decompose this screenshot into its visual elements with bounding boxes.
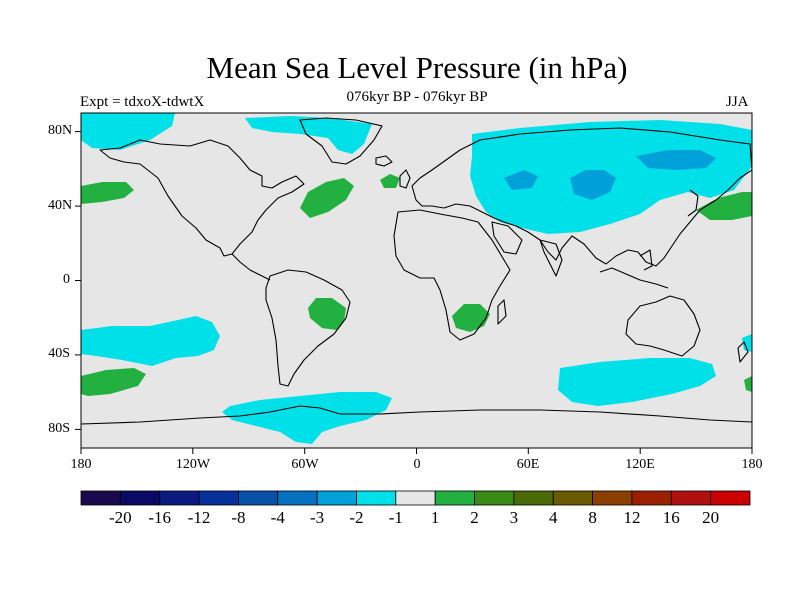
colorbar-box-13 (592, 490, 633, 506)
coastlines (81, 117, 752, 425)
anomaly-region-east-siberia-deep (636, 150, 716, 170)
colorbar-box-4 (238, 490, 279, 506)
x-tick-label-60e: 60E (516, 457, 540, 472)
colorbar-box-8 (395, 490, 436, 506)
anomaly-region-south-pacific (81, 316, 220, 366)
coast-north-america (99, 139, 305, 257)
colorbar-box-0 (80, 490, 121, 506)
colorbar-label-4: -4 (270, 508, 285, 527)
anomaly-region-siberia-deep (570, 170, 616, 200)
coast-madagascar (497, 299, 507, 325)
colorbar-label-6: -2 (349, 508, 364, 527)
y-tick-label-0: 0 (63, 272, 70, 287)
coast-central-america (231, 253, 271, 281)
colorbar-box-1 (119, 490, 161, 506)
colorbar-box-7 (356, 490, 397, 506)
coast-europe-asia (411, 127, 752, 267)
coast-greenland (299, 117, 383, 165)
colorbar-box-11 (513, 490, 554, 506)
y-tick-label-40s: 40S (48, 346, 70, 361)
colorbar-label-15: 20 (702, 508, 720, 527)
coast-antarctica (81, 405, 752, 425)
colorbar-label-9: 2 (470, 508, 479, 527)
anomaly-region-greenland (245, 116, 372, 154)
axis-ticks (75, 131, 753, 454)
colorbar-box-6 (316, 490, 357, 506)
anomaly-fields (81, 113, 752, 444)
coast-southeast-asia-islands (599, 249, 669, 289)
colorbar-box-15 (670, 490, 712, 506)
anomaly-region-south-indian (558, 358, 716, 406)
anomaly-region-northwest-pacific (696, 192, 752, 220)
x-tick-label-0: 0 (413, 457, 421, 472)
colorbar-label-2: -12 (187, 508, 211, 527)
colorbar-label-0: -20 (109, 508, 132, 527)
anomaly-region-north-pacific-arctic (81, 113, 175, 150)
coast-great-britain (399, 169, 411, 189)
anomaly-region-antarctic (222, 392, 392, 444)
coast-south-america (265, 269, 351, 387)
x-tick-label-120e: 120E (625, 457, 655, 472)
y-tick-label-40n: 40N (48, 198, 73, 213)
x-tick-label-180e: 180 (741, 457, 763, 472)
colorbar-label-14: 16 (662, 508, 680, 527)
x-tick-label-180w: 180 (70, 457, 92, 472)
colorbar-box-3 (198, 490, 239, 506)
coast-india (539, 239, 563, 277)
coast-iceland (375, 155, 393, 167)
subtitle: 076kyr BP - 076kyr BP (346, 89, 488, 105)
colorbar-label-7: -1 (388, 508, 403, 527)
colorbar-label-5: -3 (310, 508, 325, 527)
colorbar-box-5 (277, 490, 318, 506)
coast-australia (625, 295, 701, 357)
colorbar-box-12 (552, 490, 593, 506)
anomaly-region-urals-deep (504, 170, 538, 190)
anomaly-region-north-atlantic (300, 178, 354, 218)
coast-africa (393, 209, 511, 341)
colorbar (80, 490, 751, 506)
season-label: JJA (726, 94, 749, 110)
anomaly-region-south-america (308, 298, 346, 330)
x-tick-label-60w: 60W (291, 457, 319, 472)
colorbar-label-10: 3 (509, 508, 519, 527)
colorbar-label-3: -8 (231, 508, 246, 527)
anomaly-region-south-indian-edge (744, 376, 752, 392)
colorbar-box-2 (159, 490, 200, 506)
y-tick-label-80n: 80N (48, 123, 73, 138)
anomaly-region-south-pacific-west (81, 368, 146, 396)
colorbar-box-14 (631, 490, 672, 506)
anomaly-region-mid-atlantic (380, 174, 400, 188)
colorbar-label-1: -16 (148, 508, 172, 527)
colorbar-label-12: 8 (588, 508, 597, 527)
colorbar-box-16 (710, 490, 751, 506)
coast-arabia (491, 221, 523, 255)
colorbar-box-9 (434, 490, 475, 506)
chart-title: Mean Sea Level Pressure (in hPa) (206, 50, 628, 85)
colorbar-label-8: 1 (430, 508, 440, 527)
coast-new-zealand (737, 341, 749, 363)
y-tick-label-80s: 80S (48, 421, 70, 436)
coast-japan (687, 189, 699, 217)
x-tick-label-120w: 120W (175, 457, 211, 472)
colorbar-label-11: 4 (548, 508, 558, 527)
colorbar-label-13: 12 (623, 508, 641, 527)
colorbar-box-10 (474, 490, 515, 506)
anomaly-region-tasman (742, 334, 752, 352)
experiment-label: Expt = tdxoX-tdwtX (80, 94, 205, 110)
anomaly-region-north-pacific-east (81, 182, 134, 204)
